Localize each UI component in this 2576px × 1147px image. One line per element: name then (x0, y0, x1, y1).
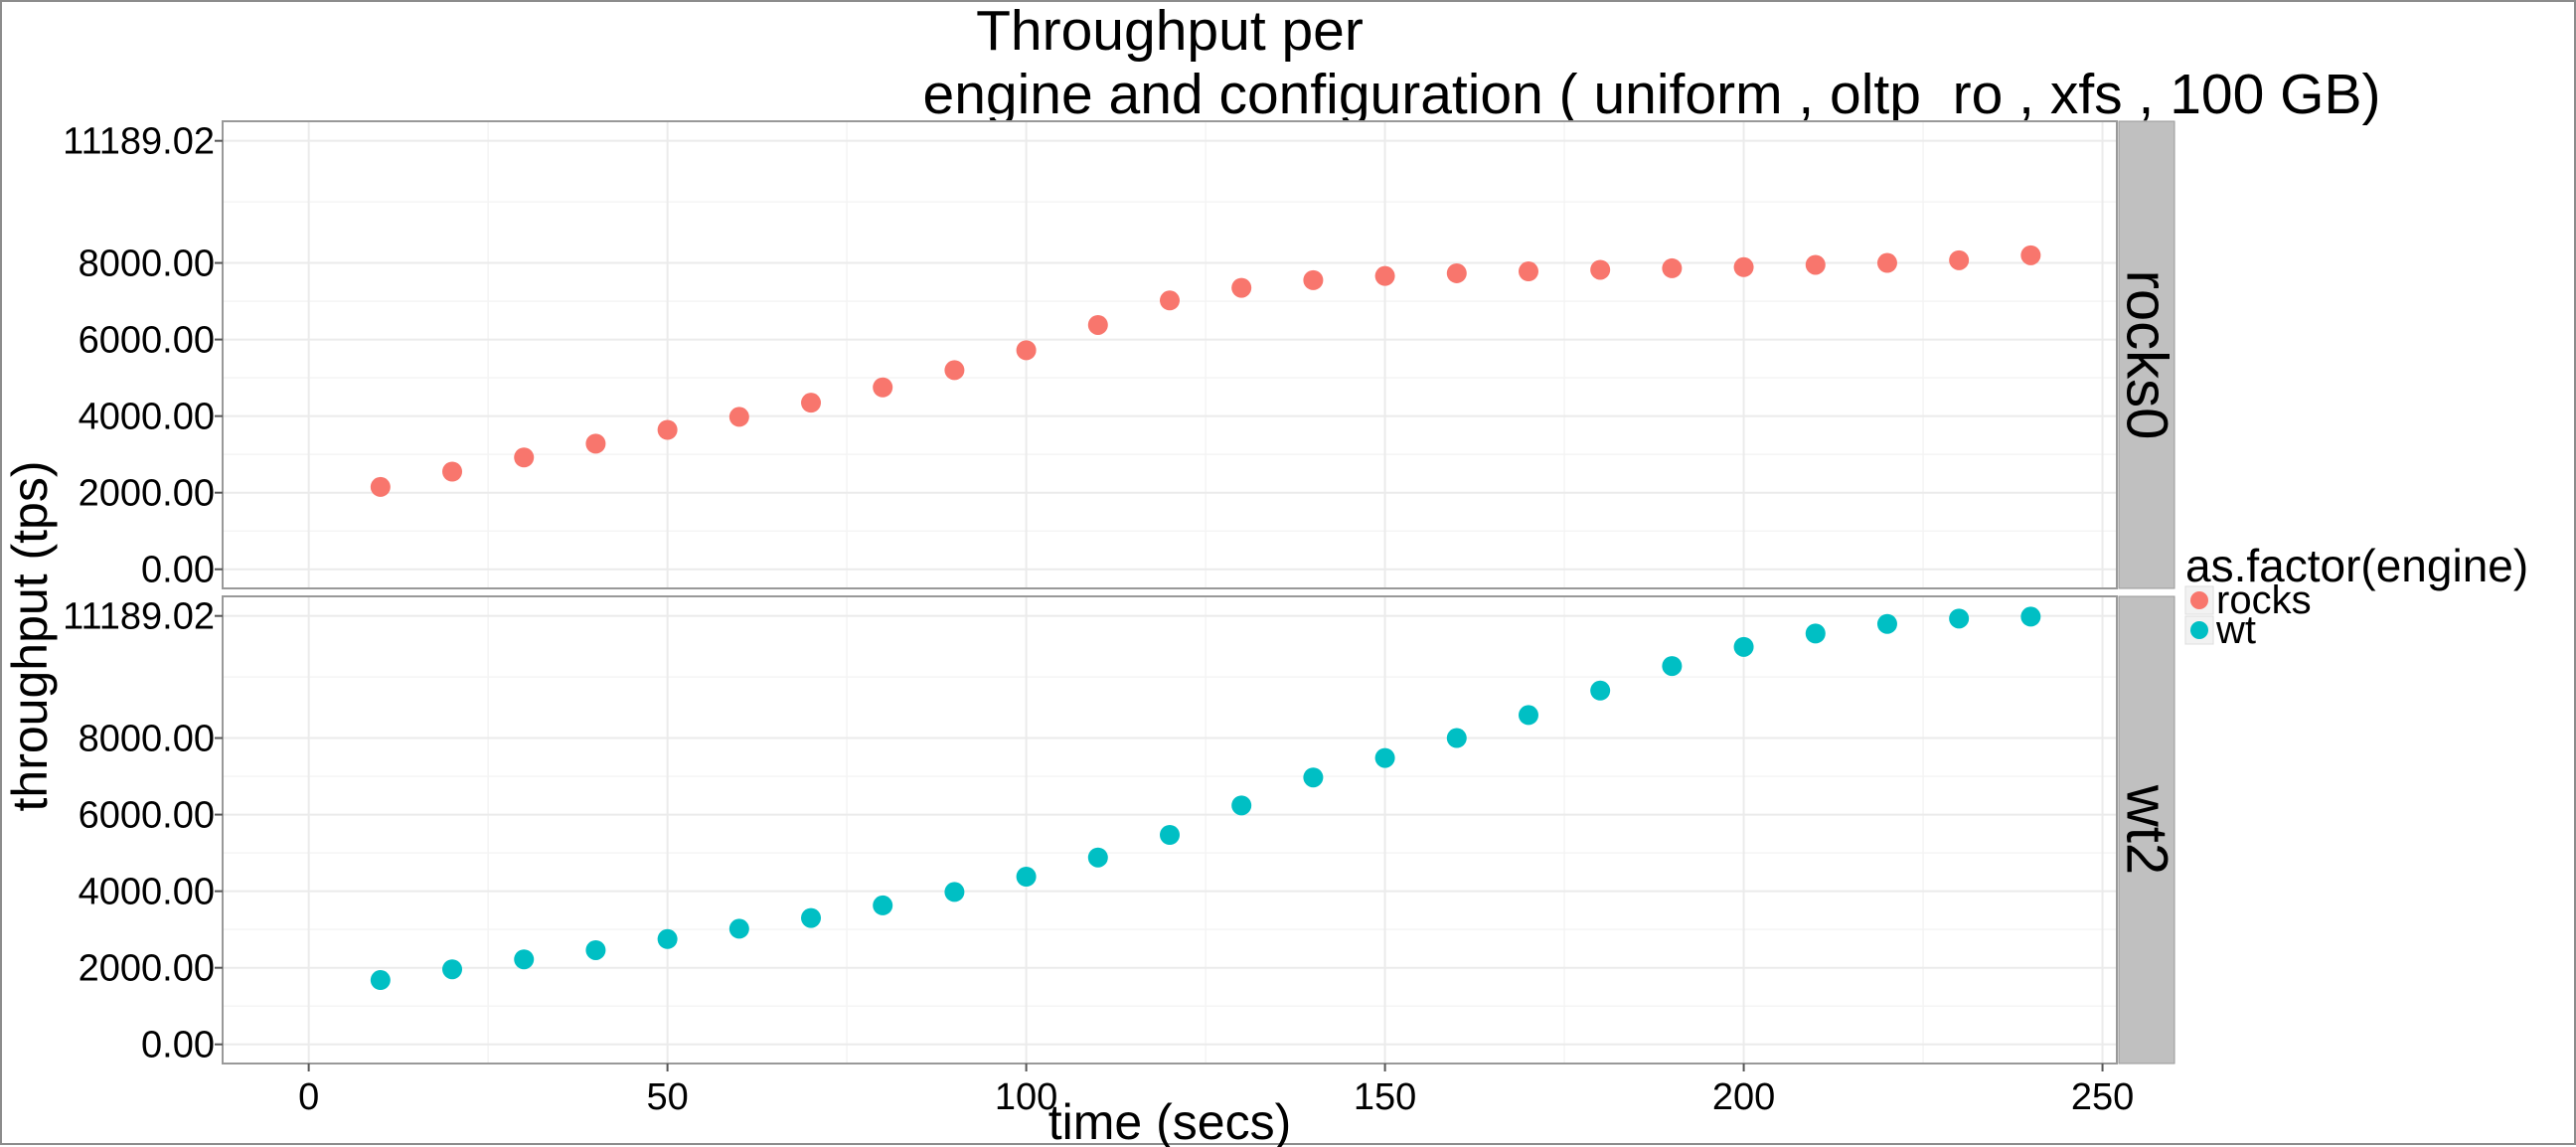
data-point-rocks (1733, 256, 1754, 277)
chart-title: Throughput per engine and configuration … (923, 2, 2381, 126)
data-point-wt (728, 918, 749, 939)
data-point-rocks (657, 419, 678, 440)
data-point-wt (370, 970, 391, 991)
data-point-rocks (442, 461, 463, 482)
x-tick-label: 250 (2071, 1076, 2134, 1118)
data-point-rocks (944, 360, 965, 381)
data-point-rocks (1949, 249, 1970, 270)
chart-title-line-1: Throughput per (976, 2, 1364, 63)
y-tick-label: 8000.00 (79, 244, 215, 285)
data-point-rocks (1374, 265, 1395, 286)
data-point-rocks (1876, 252, 1897, 273)
data-point-wt (1016, 867, 1037, 887)
facet-strip (2118, 120, 2175, 589)
y-tick-label: 2000.00 (79, 948, 215, 990)
y-tick-label: 6000.00 (79, 320, 215, 362)
y-tick-label: 2000.00 (79, 473, 215, 515)
panel-wt2: 0.00 2000.00 4000.00 6000.00 8000.00 11189.02… (63, 595, 2179, 1066)
data-point-rocks (1662, 257, 1683, 278)
data-point-rocks (1590, 259, 1611, 280)
y-tick-label: 11189.02 (63, 121, 215, 163)
legend-label-wt: wt (2215, 608, 2256, 652)
facet-strip-label: rocks0 (2115, 270, 2179, 440)
data-point-rocks (514, 447, 535, 468)
data-point-wt (1231, 795, 1252, 816)
data-point-wt (1662, 656, 1683, 677)
data-point-rocks (1805, 254, 1826, 275)
chart-title-line-2: engine and configuration ( uniform , olt… (923, 63, 2381, 126)
data-point-rocks (1231, 277, 1252, 298)
data-point-rocks (1016, 340, 1037, 361)
data-point-rocks (1160, 290, 1180, 311)
x-tick-label: 100 (995, 1076, 1057, 1118)
data-point-wt (1733, 636, 1754, 657)
data-point-rocks (2020, 245, 2041, 265)
panel-rocks0: 0.00 2000.00 4000.00 6000.00 8000.00 11189.02… (63, 120, 2179, 591)
data-point-wt (1303, 767, 1324, 788)
y-tick-label: 11189.02 (63, 596, 215, 638)
data-point-rocks (1303, 269, 1324, 290)
y-tick-label: 6000.00 (79, 795, 215, 837)
x-tick-label: 200 (1712, 1076, 1775, 1118)
x-tick-label: 50 (646, 1076, 688, 1118)
data-point-wt (944, 882, 965, 902)
legend-swatch-rocks (2190, 591, 2208, 609)
data-point-wt (1876, 613, 1897, 634)
data-point-wt (657, 928, 678, 949)
data-point-wt (1949, 608, 1970, 629)
data-point-wt (1518, 705, 1538, 726)
chart-panels: 0.00 2000.00 4000.00 6000.00 8000.00 11189.02… (63, 120, 2179, 1066)
data-point-wt (442, 959, 463, 980)
data-point-wt (801, 907, 822, 928)
data-point-wt (873, 895, 893, 915)
legend-title: as.factor(engine) (2185, 540, 2528, 591)
data-point-wt (514, 949, 535, 970)
data-point-wt (1805, 623, 1826, 644)
data-point-wt (1374, 747, 1395, 768)
panel-border (222, 595, 2118, 1065)
data-point-rocks (873, 377, 893, 398)
facet-strip-label: wt2 (2115, 784, 2179, 875)
data-point-wt (2020, 606, 2041, 627)
data-point-rocks (1087, 314, 1108, 335)
data-point-wt (1160, 825, 1180, 846)
x-axis-title: time (secs) (1048, 1094, 1291, 1147)
data-point-rocks (1446, 262, 1467, 283)
panel-background (223, 121, 2117, 588)
y-tick-label: 8000.00 (79, 719, 215, 760)
data-point-rocks (370, 476, 391, 497)
y-tick-label: 4000.00 (79, 397, 215, 438)
data-point-rocks (585, 433, 606, 454)
legend-swatch-wt (2190, 621, 2208, 639)
y-tick-label: 4000.00 (79, 872, 215, 913)
y-axis-title: throughput (tps) (2, 461, 58, 812)
data-point-wt (585, 939, 606, 960)
x-tick-label: 0 (298, 1076, 319, 1118)
data-point-rocks (728, 407, 749, 427)
data-point-rocks (801, 393, 822, 413)
data-point-wt (1446, 728, 1467, 748)
y-tick-label: 0.00 (141, 1025, 215, 1066)
y-tick-label: 0.00 (141, 550, 215, 591)
panel-border (222, 120, 2118, 589)
data-point-wt (1590, 680, 1611, 701)
x-tick-label: 150 (1354, 1076, 1416, 1118)
data-point-rocks (1518, 261, 1538, 282)
data-point-wt (1087, 847, 1108, 868)
legend-label-rocks: rocks (2216, 578, 2312, 622)
x-axis: 0 50 100 150 200 250 (298, 1064, 2134, 1118)
facet-strip (2118, 595, 2175, 1065)
